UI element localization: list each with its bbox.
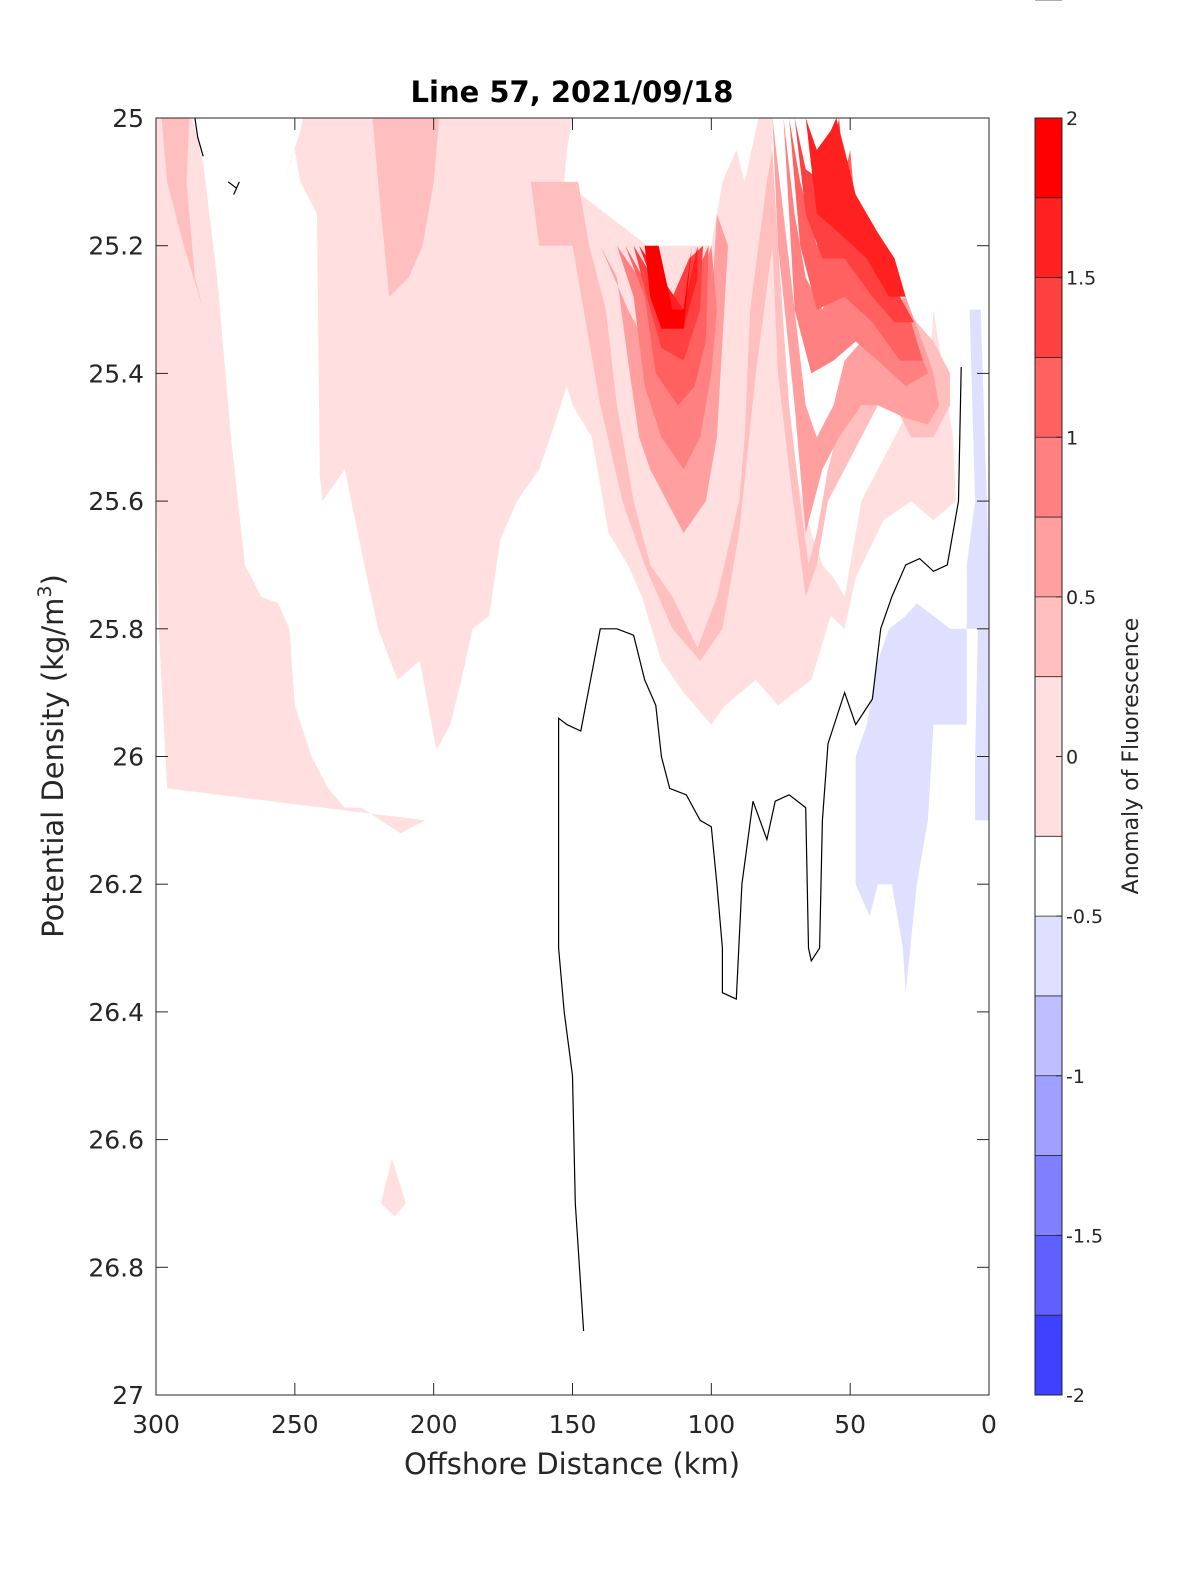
y-axis-title-superscript: 3 — [34, 585, 56, 597]
zero-contour-line-0 — [194, 117, 204, 157]
y-axis-title-end: ) — [36, 574, 70, 585]
colorbar-segment — [1035, 1075, 1062, 1156]
x-tick-label: 0 — [981, 1410, 997, 1439]
colorbar-tick-label: -2 — [1066, 1385, 1085, 1407]
colorbar-segment — [1035, 1235, 1062, 1316]
y-tick-label: 25.4 — [88, 359, 144, 388]
colorbar-title: Anomaly of Fluorescence — [1119, 618, 1144, 895]
zero-contour-line-1 — [227, 181, 240, 195]
contour-region-16 — [644, 245, 692, 329]
colorbar-frame — [1034, 117, 1063, 1396]
colorbar-segment — [1035, 437, 1062, 518]
zero-contour-lines — [194, 117, 962, 1332]
y-tick-label: 26.6 — [88, 1126, 144, 1155]
x-tick-label: 150 — [549, 1410, 597, 1439]
x-tick-label: 250 — [271, 1410, 319, 1439]
colorbar-segment — [1035, 517, 1062, 597]
chart-title: Line 57, 2021/09/18 — [411, 75, 734, 109]
zero-contour-line-2 — [557, 366, 962, 1332]
y-tick-label: 25.6 — [88, 487, 144, 516]
x-tick-label: 100 — [687, 1410, 735, 1439]
colorbar-tick-label: 0 — [1066, 747, 1078, 769]
colorbar-tick-label: 1 — [1066, 427, 1078, 449]
colorbar-segment — [1035, 836, 1062, 917]
contour-region-15 — [805, 118, 906, 297]
colorbar-tick-label: 0.5 — [1066, 587, 1096, 609]
contour-region-3 — [161, 118, 204, 310]
y-tick-label: 26.8 — [88, 1253, 144, 1282]
colorbar-segment — [1035, 596, 1062, 677]
x-tick-label: 200 — [410, 1410, 458, 1439]
y-tick-label: 26.2 — [88, 870, 144, 899]
contour-region-4 — [372, 118, 440, 297]
colorbar-segment — [1035, 118, 1062, 198]
colorbar-tick-label: 2 — [1066, 108, 1078, 130]
x-axis-title: Offshore Distance (km) — [404, 1447, 740, 1481]
colorbar-tick-label: 1.5 — [1066, 268, 1096, 290]
y-tick-label: 26.4 — [88, 998, 144, 1027]
y-axis-ticks: 25 25.2 25.4 25.6 25.8 26 26.2 26.4 26.6 26.8 27 — [88, 104, 989, 1410]
colorbar-segment — [1035, 277, 1062, 358]
colorbar: 2 1.5 1 0.5 0 -0.5 -1 -1.5 -2 — [1035, 0, 1103, 1407]
x-axis-ticks: 300 250 200 150 100 50 0 — [132, 118, 997, 1439]
colorbar-segment — [1035, 916, 1062, 996]
plot-area: 300 250 200 150 100 50 0 2525.225.425.625.8262… — [88, 104, 997, 1439]
colorbar-segment — [1035, 1155, 1062, 1236]
colorbar-tick-label: -0.5 — [1066, 906, 1103, 928]
contour-region-0 — [156, 118, 426, 834]
colorbar-tick-label: -1.5 — [1066, 1225, 1103, 1247]
y-tick-label: 25.8 — [88, 615, 144, 644]
contour-region-18 — [855, 309, 989, 993]
y-axis-title-main: Potential Density (kg/m — [36, 598, 70, 938]
colorbar-segment — [1035, 1315, 1062, 1395]
y-tick-label: 25 — [112, 104, 144, 133]
contour-region-5 — [530, 149, 951, 661]
colorbar-segment — [1035, 357, 1062, 438]
contour-region-17 — [380, 1158, 406, 1217]
y-tick-label: 27 — [112, 1381, 144, 1410]
x-tick-label: 300 — [132, 1410, 180, 1439]
contour-regions — [156, 118, 989, 1217]
colorbar-tick-label: -1 — [1066, 1066, 1085, 1088]
x-tick-label: 50 — [834, 1410, 866, 1439]
colorbar-segment — [1035, 995, 1062, 1076]
colorbar-segment — [1035, 197, 1062, 278]
contour-region-1 — [283, 118, 579, 751]
y-axis-title: Potential Density (kg/m3) — [34, 574, 70, 938]
y-tick-label: 25.2 — [88, 232, 144, 261]
y-tick-label: 26 — [112, 743, 144, 772]
